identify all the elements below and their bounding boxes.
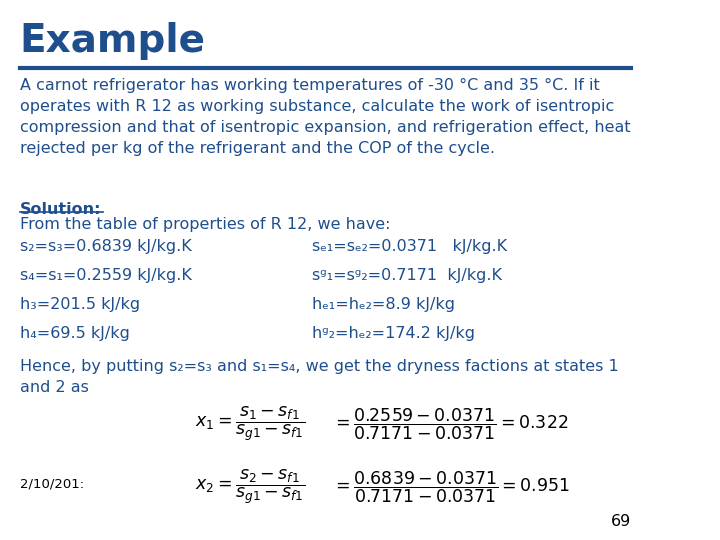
Text: h₃=201.5 kJ/kg: h₃=201.5 kJ/kg <box>19 297 140 312</box>
Text: $= \dfrac{0.2559 - 0.0371}{0.7171 - 0.0371} = 0.322$: $= \dfrac{0.2559 - 0.0371}{0.7171 - 0.03… <box>332 406 568 442</box>
Text: sᵍ₁=sᵍ₂=0.7171  kJ/kg.K: sᵍ₁=sᵍ₂=0.7171 kJ/kg.K <box>312 268 503 283</box>
Text: Hence, by putting s₂=s₃ and s₁=s₄, we get the dryness factions at states 1
and 2: Hence, by putting s₂=s₃ and s₁=s₄, we ge… <box>19 359 618 395</box>
Text: Solution:: Solution: <box>19 202 101 218</box>
Text: From the table of properties of R 12, we have:: From the table of properties of R 12, we… <box>19 217 390 232</box>
Text: $x_2 = \dfrac{s_2 - s_{f1}}{s_{g1} - s_{f1}}$: $x_2 = \dfrac{s_2 - s_{f1}}{s_{g1} - s_{… <box>195 468 305 507</box>
Text: $= \dfrac{0.6839 - 0.0371}{0.7171 - 0.0371} = 0.951$: $= \dfrac{0.6839 - 0.0371}{0.7171 - 0.03… <box>332 469 570 505</box>
Text: Example: Example <box>19 22 205 59</box>
Text: A carnot refrigerator has working temperatures of -30 °C and 35 °C. If it
operat: A carnot refrigerator has working temper… <box>19 78 630 156</box>
Text: 69: 69 <box>611 514 631 529</box>
Text: 2/10/201:: 2/10/201: <box>19 478 84 491</box>
Text: s₄=s₁=0.2559 kJ/kg.K: s₄=s₁=0.2559 kJ/kg.K <box>19 268 192 283</box>
Text: sₑ₁=sₑ₂=0.0371   kJ/kg.K: sₑ₁=sₑ₂=0.0371 kJ/kg.K <box>312 239 508 254</box>
Text: $x_1 = \dfrac{s_1 - s_{f1}}{s_{g1} - s_{f1}}$: $x_1 = \dfrac{s_1 - s_{f1}}{s_{g1} - s_{… <box>195 404 305 443</box>
Text: h₄=69.5 kJ/kg: h₄=69.5 kJ/kg <box>19 326 130 341</box>
Text: hₑ₁=hₑ₂=8.9 kJ/kg: hₑ₁=hₑ₂=8.9 kJ/kg <box>312 297 455 312</box>
Text: hᵍ₂=hₑ₂=174.2 kJ/kg: hᵍ₂=hₑ₂=174.2 kJ/kg <box>312 326 475 341</box>
Text: s₂=s₃=0.6839 kJ/kg.K: s₂=s₃=0.6839 kJ/kg.K <box>19 239 192 254</box>
